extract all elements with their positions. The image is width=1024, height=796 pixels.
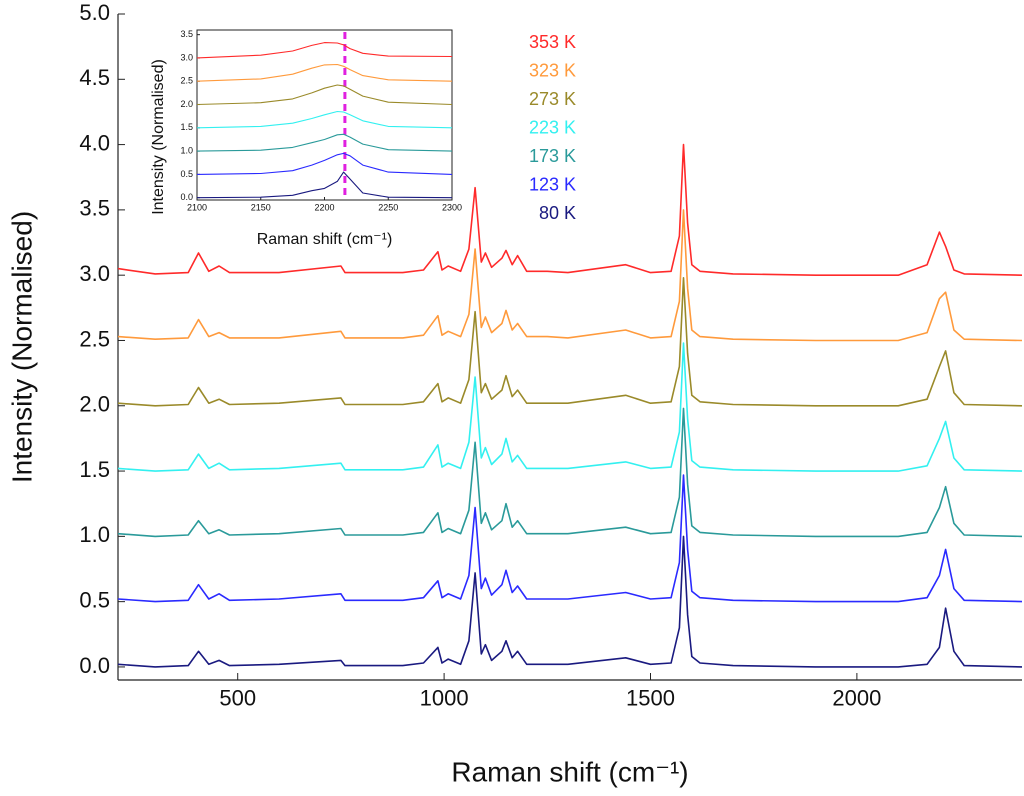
y-axis-title: Intensity (Normalised) [6, 211, 37, 483]
y-tick-label: 5.0 [79, 0, 110, 25]
x-tick-label: 500 [219, 686, 256, 711]
spectrum-line [196, 63, 453, 82]
x-tick-label: 2250 [378, 202, 398, 212]
spectrum-line [117, 535, 1023, 668]
x-tick-label: 2300 [442, 202, 462, 212]
inset-y-title: Intensity (Normalised) [150, 59, 167, 215]
x-tick-label: 2100 [187, 202, 207, 212]
spectrum-line [117, 143, 1023, 277]
x-tick-label: 1000 [420, 686, 469, 711]
x-tick-label: 2150 [251, 202, 271, 212]
legend-label: 123 K [529, 174, 576, 194]
spectrum-line [117, 276, 1023, 407]
y-tick-label: 0.0 [79, 653, 110, 678]
spectrum-line [117, 342, 1023, 472]
inset-x-title: Raman shift (cm⁻¹) [257, 231, 393, 248]
x-axis-title: Raman shift (cm⁻¹) [451, 756, 688, 787]
y-tick-label: 2.5 [79, 326, 110, 351]
spectrum-line [117, 474, 1023, 603]
spectrum-line [196, 171, 453, 199]
y-tick-label: 1.0 [180, 145, 193, 155]
y-tick-label: 3.0 [180, 52, 193, 62]
plot: 2100 2150 2200 2250 2300 0.0 0.5 1.0 1.5 2.0 2.5 3.… [150, 29, 462, 248]
x-tick-label: 2000 [832, 686, 881, 711]
spectrum-line [196, 42, 453, 59]
spectrum-line [196, 84, 453, 106]
y-tick-label: 0.5 [79, 587, 110, 612]
y-tick-label: 3.0 [79, 261, 110, 286]
y-tick-label: 2.5 [180, 76, 193, 86]
y-tick-label: 1.5 [79, 457, 110, 482]
y-tick-label: 1.0 [79, 522, 110, 547]
spectrum-line [117, 209, 1023, 342]
legend-label: 223 K [529, 117, 576, 137]
legend-label: 353 K [529, 32, 576, 52]
y-tick-label: 2.0 [180, 99, 193, 109]
y-tick-label: 2.0 [79, 392, 110, 417]
spectrum-line [196, 133, 453, 152]
y-tick-label: 1.5 [180, 122, 193, 132]
y-tick-label: 0.0 [180, 192, 193, 202]
x-tick-label: 1500 [626, 686, 675, 711]
y-tick-label: 3.5 [180, 29, 193, 39]
y-tick-label: 4.5 [79, 65, 110, 90]
spectrum-line [117, 407, 1023, 538]
legend-label: 173 K [529, 146, 576, 166]
legend-label: 80 K [539, 203, 576, 223]
spectrum-line [196, 110, 453, 129]
x-tick-label: 2200 [314, 202, 334, 212]
y-tick-label: 3.5 [79, 196, 110, 221]
y-tick-label: 4.0 [79, 130, 110, 155]
y-tick-label: 0.5 [180, 169, 193, 179]
spectrum-line [196, 152, 453, 175]
legend-label: 323 K [529, 60, 576, 80]
legend-label: 273 K [529, 89, 576, 109]
